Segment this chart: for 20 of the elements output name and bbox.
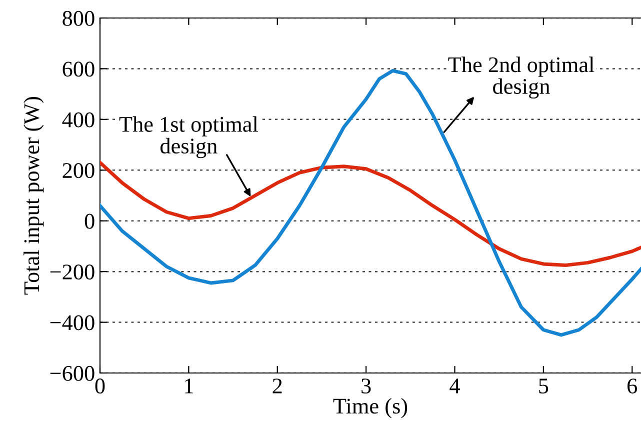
x-tick-label: 4: [450, 378, 460, 394]
y-tick-label: −200: [50, 264, 94, 280]
y-tick-label: 0: [84, 214, 94, 229]
x-axis-title: Time (s): [333, 398, 408, 418]
x-tick-label: 3: [362, 378, 371, 394]
y-tick-label: 200: [62, 163, 94, 178]
y-tick-label: 800: [62, 10, 94, 26]
x-tick-label: 2: [272, 378, 282, 394]
y-tick-label: −600: [50, 366, 94, 381]
y-axis-title: Total input power (W): [24, 96, 44, 295]
y-tick-label: 400: [62, 112, 94, 128]
annotation: The 2nd optimal design: [448, 56, 594, 99]
x-tick-label: 5: [539, 378, 548, 394]
y-tick-label: −400: [50, 315, 94, 330]
x-tick-label: 1: [185, 378, 193, 394]
y-tick-label: 600: [62, 62, 94, 77]
annotation: The 1st optimal design: [119, 116, 258, 158]
x-tick-label: 0: [95, 378, 105, 394]
line-series: [100, 160, 641, 267]
x-tick-label: 6: [628, 378, 638, 394]
